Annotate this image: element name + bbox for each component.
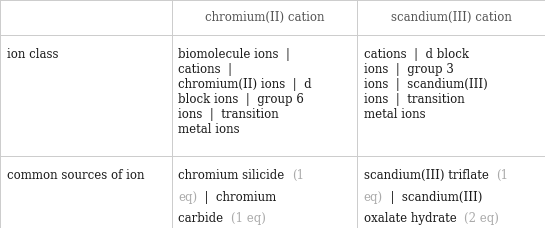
Text: (2 eq): (2 eq) [464,212,499,225]
Text: (1: (1 [292,169,304,182]
Text: chromium(II) cation: chromium(II) cation [204,11,324,24]
Text: ion class: ion class [7,48,58,61]
Text: scandium(III) cation: scandium(III) cation [391,11,511,24]
Text: eq): eq) [178,191,197,204]
Text: scandium(III) triflate: scandium(III) triflate [364,169,496,182]
Text: |  chromium: | chromium [197,191,277,204]
Text: carbide: carbide [178,212,231,225]
Text: |  scandium(III): | scandium(III) [383,191,482,204]
Text: oxalate hydrate: oxalate hydrate [364,212,464,225]
Text: (1: (1 [496,169,508,182]
Text: chromium silicide: chromium silicide [178,169,292,182]
Text: biomolecule ions  |
cations  |
chromium(II) ions  |  d
block ions  |  group 6
io: biomolecule ions | cations | chromium(II… [178,48,312,136]
Text: (1 eq): (1 eq) [231,212,266,225]
Text: common sources of ion: common sources of ion [7,169,144,182]
Text: eq): eq) [364,191,383,204]
Text: cations  |  d block
ions  |  group 3
ions  |  scandium(III)
ions  |  transition
: cations | d block ions | group 3 ions | … [364,48,487,121]
